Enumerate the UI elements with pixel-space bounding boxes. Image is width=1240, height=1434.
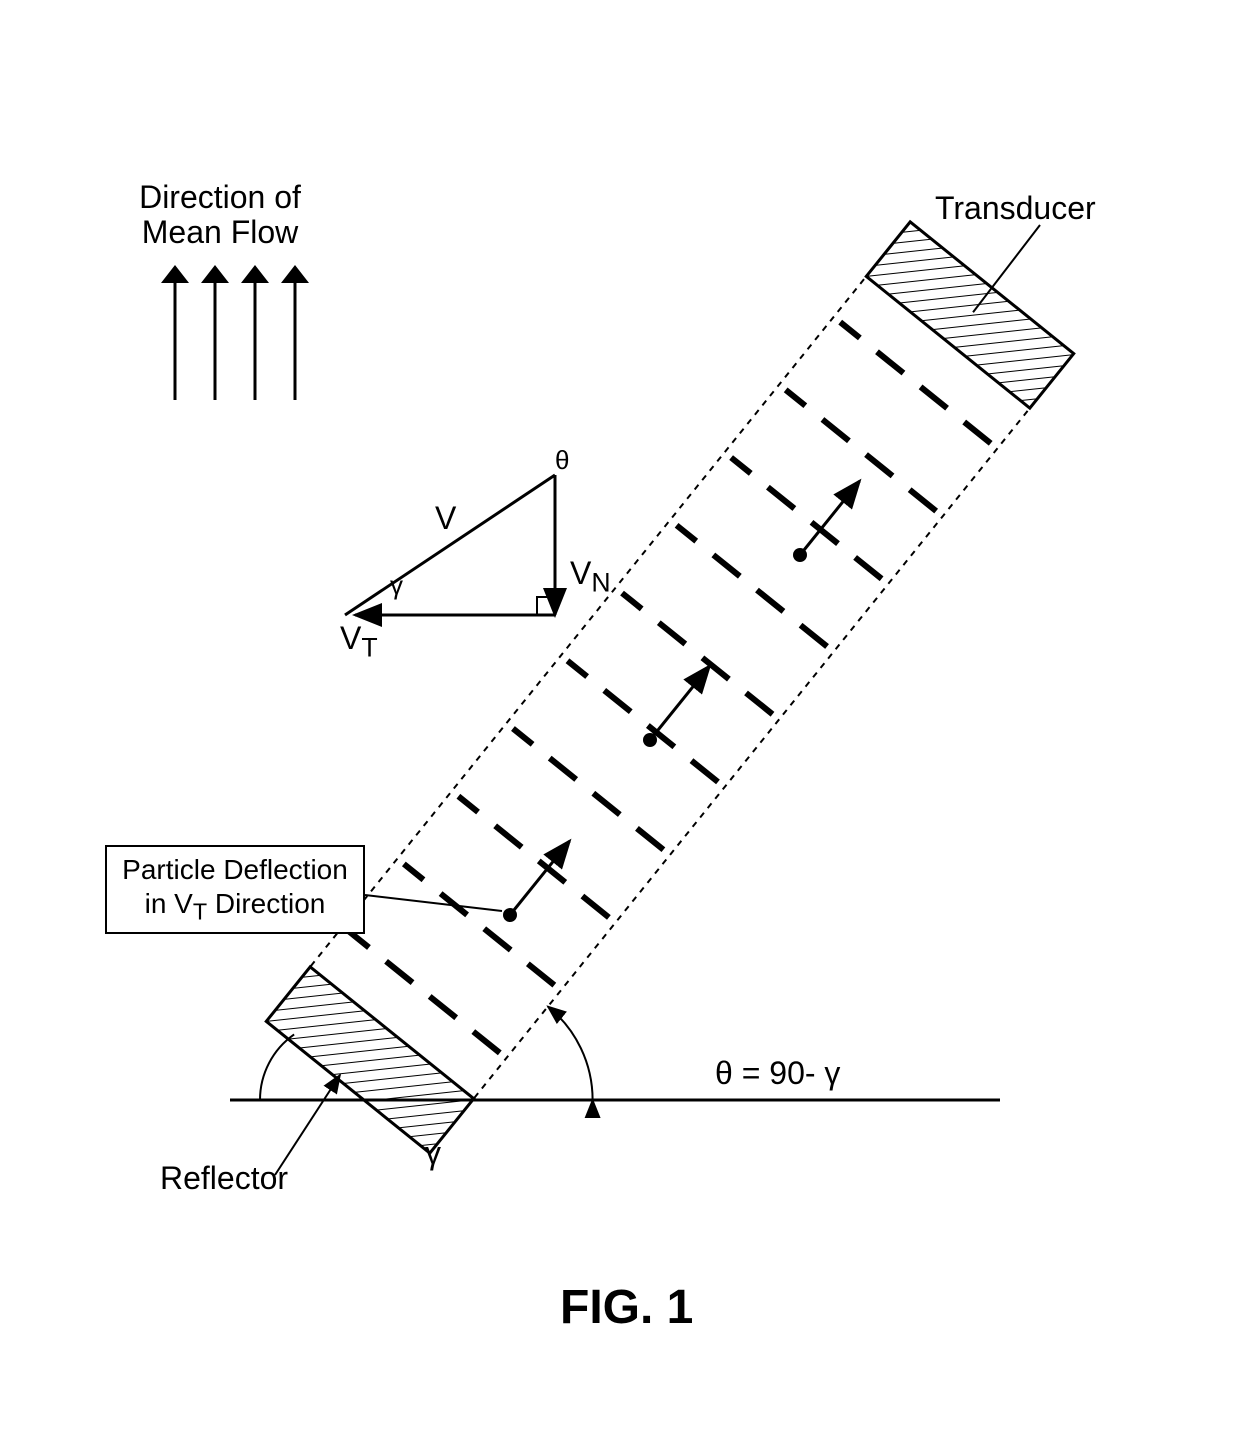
reflector-label: Reflector <box>160 1160 288 1197</box>
particle-arrow <box>800 481 860 555</box>
transducer-label: Transducer <box>935 190 1096 227</box>
beam-edge <box>288 249 888 994</box>
mean-flow-label: Direction of Mean Flow <box>110 180 330 250</box>
triangle-gamma-label: γ <box>390 570 403 601</box>
flow-arrowhead <box>241 265 269 283</box>
triangle-v-label: V <box>435 500 456 537</box>
theta-arc <box>548 1007 593 1100</box>
triangle-vt-label: VT <box>340 620 378 663</box>
triangle-theta-label: θ <box>555 445 569 476</box>
standing-wave-node <box>567 661 717 782</box>
angle-gamma-label: γ <box>425 1135 441 1172</box>
standing-wave-node <box>622 593 772 714</box>
standing-wave-node <box>786 390 936 511</box>
standing-wave-node <box>731 458 881 579</box>
beam-edge <box>452 381 1052 1126</box>
right-angle-icon <box>537 597 555 615</box>
standing-wave-node <box>404 864 554 985</box>
standing-wave-node <box>458 796 608 917</box>
angle-theta-label: θ = 90- γ <box>715 1055 840 1092</box>
transducer <box>866 222 1073 408</box>
flow-arrowhead <box>161 265 189 283</box>
figure-label: FIG. 1 <box>560 1280 693 1335</box>
flow-arrowhead <box>281 265 309 283</box>
gamma-arc <box>260 1034 294 1100</box>
triangle-vn-label: VN <box>570 555 611 598</box>
reflector <box>266 967 473 1153</box>
standing-wave-node <box>513 728 663 849</box>
standing-wave-node <box>677 525 827 646</box>
flow-arrowhead <box>201 265 229 283</box>
particle-arrow <box>650 666 710 740</box>
deflection-leader <box>365 895 502 911</box>
triangle-hypotenuse <box>345 475 555 615</box>
particle-deflection-box: Particle Deflection in VT Direction <box>105 845 365 934</box>
